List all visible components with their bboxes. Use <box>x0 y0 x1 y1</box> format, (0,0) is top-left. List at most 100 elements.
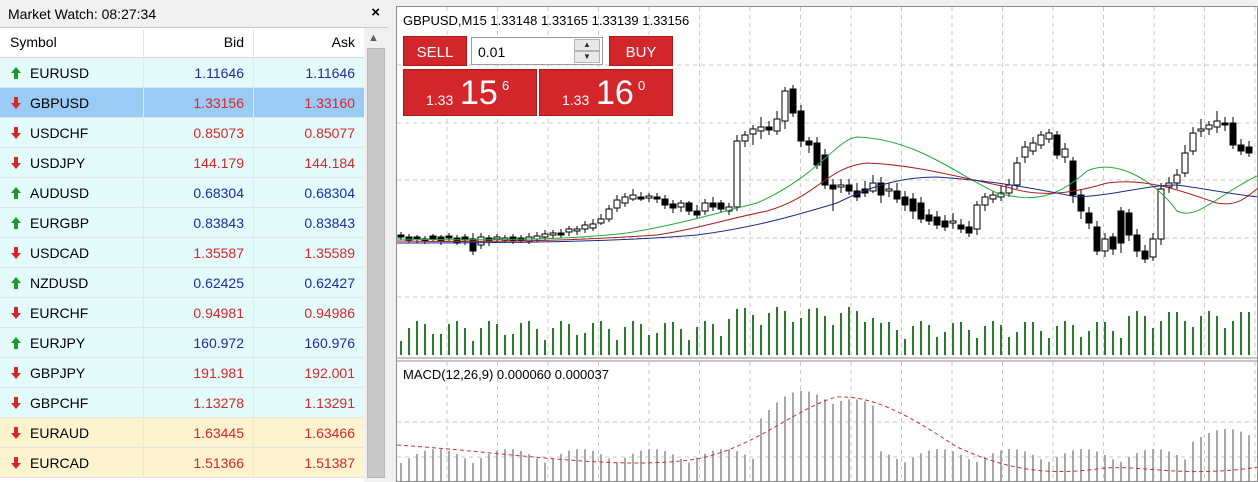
column-divider <box>253 208 254 238</box>
chart-window[interactable]: GBPUSD,M15 1.33148 1.33165 1.33139 1.331… <box>396 6 1258 482</box>
symbol-row-eurchf[interactable]: EURCHF 0.94981 0.94986 <box>0 298 364 328</box>
lot-size-input[interactable] <box>478 42 570 62</box>
candle-body <box>565 228 573 233</box>
candle-body <box>613 199 621 209</box>
column-header-symbol[interactable]: Symbol <box>10 34 57 50</box>
candle-body <box>621 196 629 204</box>
column-divider[interactable] <box>143 30 144 56</box>
ask-price: 1.51387 <box>304 455 355 471</box>
column-header-ask[interactable]: Ask <box>331 34 355 50</box>
column-divider <box>143 418 144 448</box>
arrow-up-icon <box>11 217 21 229</box>
candle-body <box>605 208 613 220</box>
candle-body <box>669 203 677 209</box>
candle-body <box>1181 152 1189 174</box>
ask-price: 1.35589 <box>304 245 355 261</box>
symbol-row-eurjpy[interactable]: EURJPY 160.972 160.976 <box>0 328 364 358</box>
symbol-row-gbpjpy[interactable]: GBPJPY 191.981 192.001 <box>0 358 364 388</box>
bid-price: 0.85073 <box>193 125 244 141</box>
column-divider <box>143 238 144 268</box>
symbol-row-usdcad[interactable]: USDCAD 1.35587 1.35589 <box>0 238 364 268</box>
candle-body <box>885 188 893 192</box>
candle-body <box>1101 238 1109 252</box>
candle-body <box>1069 160 1077 196</box>
buy-price-button[interactable]: 1.33 16 0 <box>539 69 673 116</box>
arrow-down-icon <box>11 427 21 439</box>
symbol-row-gbpusd[interactable]: GBPUSD 1.33156 1.33160 <box>0 88 364 118</box>
candle-body <box>797 110 805 142</box>
candle-body <box>829 184 837 190</box>
moving-average-green-line <box>397 136 1257 241</box>
bid-price: 1.13278 <box>193 395 244 411</box>
arrow-up-icon <box>11 277 21 289</box>
ask-price: 1.11646 <box>305 65 355 81</box>
column-divider <box>253 448 254 478</box>
candle-body <box>453 237 461 244</box>
sell-price-big: 15 <box>460 74 498 112</box>
ask-price: 192.001 <box>304 365 355 381</box>
candle-body <box>1109 236 1117 250</box>
column-header-bid[interactable]: Bid <box>223 34 244 50</box>
column-divider <box>143 388 144 418</box>
candle-body <box>805 140 813 146</box>
candle-body <box>757 126 765 132</box>
symbol-row-audusd[interactable]: AUDUSD 0.68304 0.68304 <box>0 178 364 208</box>
symbol-row-nzdusd[interactable]: NZDUSD 0.62425 0.62427 <box>0 268 364 298</box>
buy-button[interactable]: BUY <box>609 36 673 66</box>
lot-size-stepper[interactable]: ▲ ▼ <box>471 37 603 65</box>
bid-price: 0.62425 <box>193 275 244 291</box>
symbol-row-eurusd[interactable]: EURUSD 1.11646 1.11646 <box>0 58 364 88</box>
bid-price: 0.94981 <box>193 305 244 321</box>
symbol-name: EURCHF <box>30 305 89 321</box>
arrow-down-icon <box>11 457 21 469</box>
sell-price-button[interactable]: 1.33 15 6 <box>403 69 537 116</box>
candle-body <box>973 204 981 230</box>
scrollbar-thumb[interactable] <box>367 48 385 478</box>
sell-button[interactable]: SELL <box>403 36 467 66</box>
symbol-name: EURJPY <box>30 335 86 351</box>
close-icon[interactable]: × <box>371 4 380 21</box>
symbol-row-gbpchf[interactable]: GBPCHF 1.13278 1.13291 <box>0 388 364 418</box>
symbol-row-usdchf[interactable]: USDCHF 0.85073 0.85077 <box>0 118 364 148</box>
arrow-down-icon <box>11 397 21 409</box>
candle-body <box>813 142 821 166</box>
symbol-name: EURCAD <box>30 455 90 471</box>
symbol-name: GBPUSD <box>30 95 90 111</box>
candle-body <box>989 194 997 200</box>
vertical-scrollbar[interactable]: ▲ <box>364 28 388 482</box>
symbol-name: USDCHF <box>30 125 89 141</box>
price-chart[interactable] <box>397 7 1258 482</box>
candle-body <box>413 236 421 240</box>
symbol-name: AUDUSD <box>30 185 90 201</box>
column-divider <box>253 118 254 148</box>
candle-body <box>965 226 973 234</box>
chevron-up-icon[interactable]: ▲ <box>574 39 600 51</box>
symbol-row-usdjpy[interactable]: USDJPY 144.179 144.184 <box>0 148 364 178</box>
candle-body <box>685 202 693 212</box>
symbol-name: EURGBP <box>30 215 90 231</box>
symbol-row-euraud[interactable]: EURAUD 1.63445 1.63466 <box>0 418 364 448</box>
candle-body <box>445 235 453 239</box>
candle-body <box>541 233 549 238</box>
column-divider <box>143 148 144 178</box>
chevron-down-icon[interactable]: ▼ <box>574 51 600 63</box>
symbol-row-eurgbp[interactable]: EURGBP 0.83843 0.83843 <box>0 208 364 238</box>
buy-price-prefix: 1.33 <box>562 92 590 108</box>
symbol-name: USDJPY <box>30 155 86 171</box>
candle-body <box>1205 124 1213 130</box>
candle-body <box>821 154 829 186</box>
candle-body <box>1141 250 1149 260</box>
candle-body <box>1157 188 1165 240</box>
symbol-list: EURUSD 1.11646 1.11646 GBPUSD 1.33156 1.33160… <box>0 58 364 478</box>
scroll-up-icon[interactable]: ▲ <box>368 32 379 44</box>
column-divider <box>253 178 254 208</box>
symbol-row-eurcad[interactable]: EURCAD 1.51366 1.51387 <box>0 448 364 478</box>
candle-body <box>1213 120 1221 128</box>
candle-body <box>469 238 477 252</box>
candle-body <box>1077 194 1085 212</box>
column-divider[interactable] <box>253 30 254 56</box>
sell-button-label: SELL <box>416 44 454 61</box>
ask-price: 0.83843 <box>304 215 355 231</box>
arrow-up-icon <box>11 337 21 349</box>
candle-body <box>701 202 709 212</box>
